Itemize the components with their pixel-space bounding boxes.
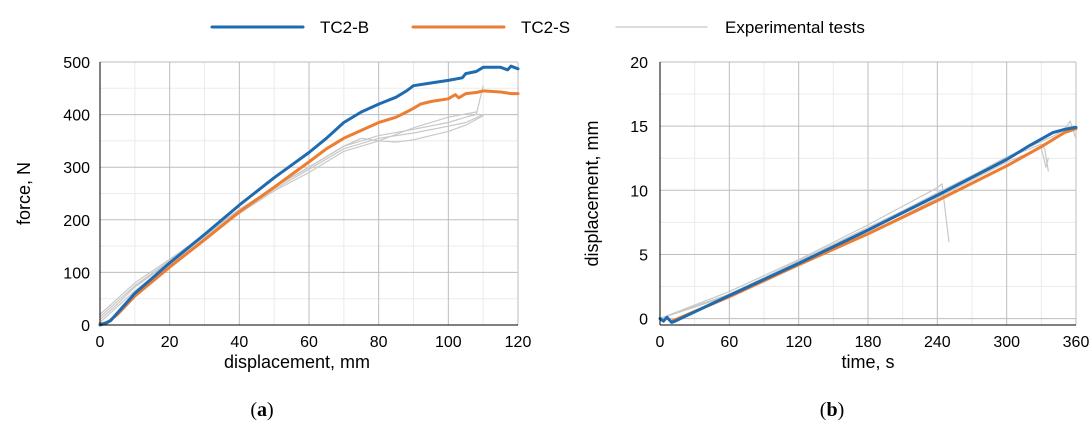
x-tick-label: 120 xyxy=(505,334,532,351)
y-tick-label: 0 xyxy=(81,318,90,335)
panel-label: (a) xyxy=(250,399,273,421)
series-line xyxy=(98,89,520,326)
x-axis-label: time, s xyxy=(841,352,894,372)
legend-label: TC2-S xyxy=(521,18,570,37)
x-tick-label: 0 xyxy=(656,334,665,351)
panel-label-close: ) xyxy=(267,399,274,421)
series-line xyxy=(99,115,484,318)
series-line xyxy=(98,64,520,327)
chart-panel-a: 0 20 40 60 80 100 120 0 100 200 300 400 500 displacem… xyxy=(14,55,531,421)
y-tick-label: 200 xyxy=(63,213,90,230)
y-axis-label: force, N xyxy=(14,162,34,225)
series-line xyxy=(99,111,477,323)
panel-label: (b) xyxy=(820,399,844,421)
y-axis-label: displacement, mm xyxy=(582,120,602,266)
y-tick-label: 15 xyxy=(630,119,648,136)
y-tick-label: 0 xyxy=(639,312,648,329)
series-line xyxy=(659,183,950,320)
x-tick-label: 80 xyxy=(370,334,388,351)
x-tick-label: 20 xyxy=(161,334,179,351)
x-tick-label: 240 xyxy=(924,334,951,351)
panel-label-open: ( xyxy=(250,399,257,421)
y-tick-label: 10 xyxy=(630,183,648,200)
y-tick-label: 400 xyxy=(63,108,90,125)
series-line xyxy=(99,113,484,321)
legend-label: Experimental tests xyxy=(725,18,865,37)
x-tick-label: 180 xyxy=(855,334,882,351)
x-axis-label: displacement, mm xyxy=(224,352,370,372)
x-tick-label: 100 xyxy=(435,334,462,351)
panel-label-close: ) xyxy=(838,399,845,421)
y-tick-label: 5 xyxy=(639,247,648,264)
series-line xyxy=(99,85,484,316)
legend-label: TC2-B xyxy=(320,18,369,37)
x-tick-label: 120 xyxy=(785,334,812,351)
panel-label-open: ( xyxy=(820,399,827,421)
x-tick-label: 60 xyxy=(300,334,318,351)
y-tick-label: 300 xyxy=(63,160,90,177)
x-tick-label: 360 xyxy=(1063,334,1090,351)
x-tick-label: 300 xyxy=(993,334,1020,351)
y-tick-label: 100 xyxy=(63,265,90,282)
panel-label-letter: a xyxy=(257,399,267,421)
series-line xyxy=(658,125,1078,324)
x-tick-label: 0 xyxy=(96,334,105,351)
x-tick-label: 40 xyxy=(230,334,248,351)
y-tick-label: 500 xyxy=(63,55,90,72)
legend: TC2-B TC2-S Experimental tests xyxy=(210,18,865,37)
y-tick-label: 20 xyxy=(630,55,648,72)
chart-panel-b: 0 60 120 180 240 300 360 0 5 10 15 20 time, s displac… xyxy=(582,55,1089,421)
panel-label-letter: b xyxy=(826,399,837,421)
x-tick-label: 60 xyxy=(720,334,738,351)
